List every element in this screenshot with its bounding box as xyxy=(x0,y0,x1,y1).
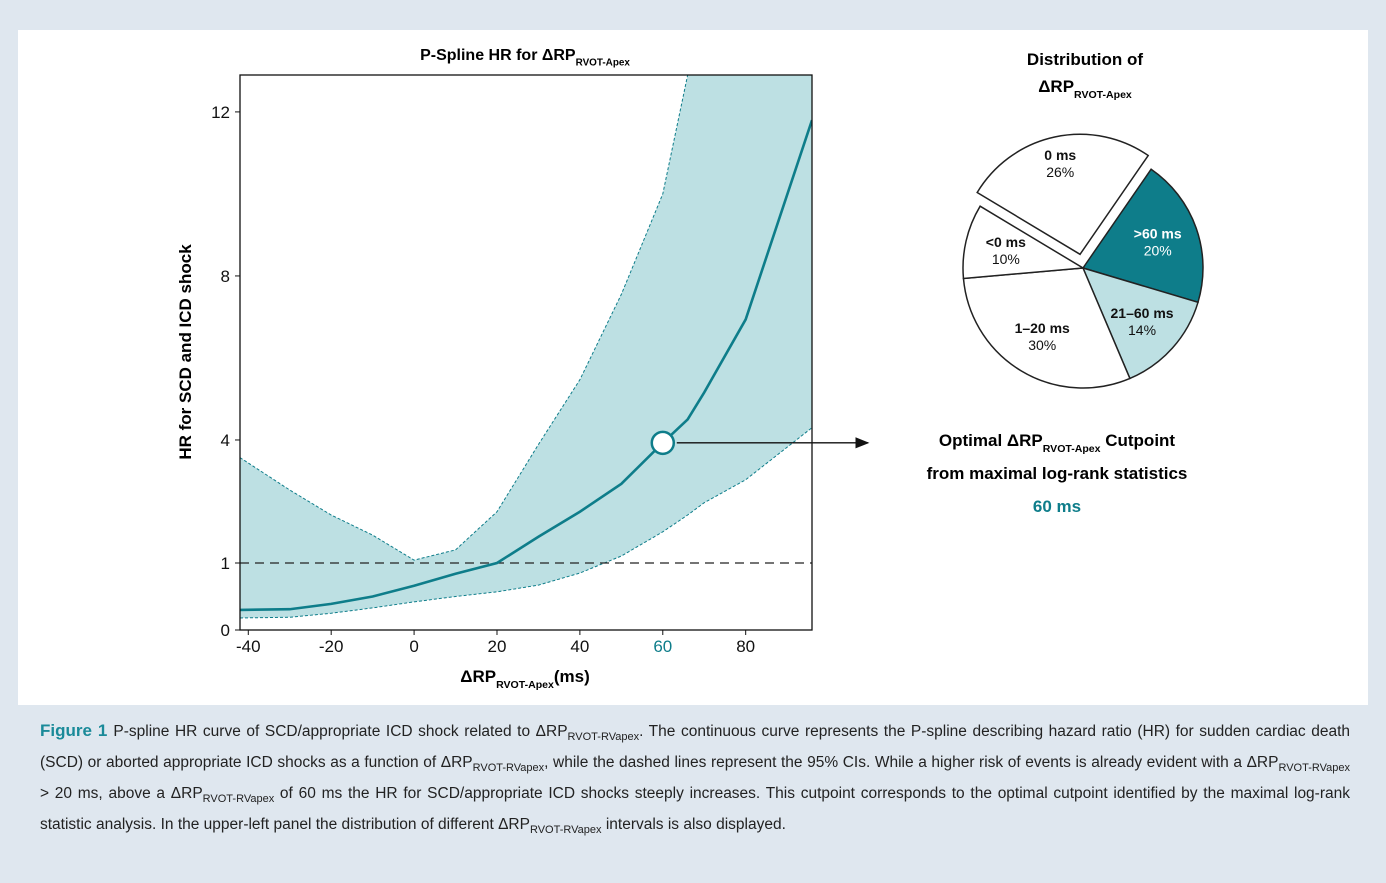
plot-frame xyxy=(239,74,813,631)
plot-layer xyxy=(240,75,812,619)
pie-category: >60 ms xyxy=(1134,226,1182,242)
y-tick-label: 8 xyxy=(221,267,230,286)
ci-upper-line xyxy=(240,75,689,561)
figure-label: Figure 1 xyxy=(40,721,108,740)
x-tick-label: 20 xyxy=(488,637,507,656)
pie-value-label: 14% xyxy=(1128,322,1156,338)
text-part: ΔRP xyxy=(1038,77,1074,96)
text-part: Optimal ΔRP xyxy=(939,431,1043,450)
pie-value-label: 26% xyxy=(1046,164,1074,180)
pie-slice xyxy=(962,205,1086,280)
x-tick-label: -40 xyxy=(236,637,261,656)
pie-value-label: 20% xyxy=(1144,243,1172,259)
y-tick-label: 4 xyxy=(221,431,230,450)
pie-category: 0 ms xyxy=(1044,147,1076,163)
ci-band xyxy=(240,75,812,618)
caption-subscript: RVOT-RVapex xyxy=(529,824,602,837)
subscript: RVOT-Apex xyxy=(1074,89,1132,101)
pie-category: 21–60 ms xyxy=(1111,305,1174,321)
caption-subscript: RVOT-RVapex xyxy=(1278,762,1350,775)
y-axis-label: HR for SCD and ICD shock xyxy=(176,244,195,460)
subscript: RVOT-Apex xyxy=(496,679,554,691)
x-tick-label: 40 xyxy=(570,637,589,656)
text-part: Cutpoint xyxy=(1101,431,1176,450)
annotation-line1: Optimal ΔRPRVOT-Apex Cutpoint xyxy=(939,431,1176,455)
pie-title: Distribution of xyxy=(1027,50,1143,69)
caption-text: > 20 ms, above a ΔRP xyxy=(40,785,203,803)
annotation-value: 60 ms xyxy=(1033,497,1081,516)
figure: -40 -20 0 20 40 60 80 0 1 4 8 12 P-Spline HR for ΔRP… xyxy=(176,47,1204,691)
cutpoint-marker xyxy=(650,430,676,456)
pie-category: <0 ms xyxy=(986,234,1026,250)
caption: Figure 1 P-spline HR curve of SCD/appropr… xyxy=(40,718,1350,843)
pie-value-label: 30% xyxy=(1028,337,1056,353)
annotation-line2: from maximal log-rank statistics xyxy=(927,464,1188,483)
pie-category: 1–20 ms xyxy=(1015,320,1070,336)
x-tick-label: 0 xyxy=(409,637,418,656)
pie-value-label: 10% xyxy=(992,251,1020,267)
chart-title: P-Spline HR for ΔRPRVOT-Apex xyxy=(420,47,630,69)
text-part: (ms) xyxy=(554,667,590,686)
x-axis-label: ΔRPRVOT-Apex(ms) xyxy=(460,667,590,691)
caption-text: P-spline HR curve of SCD/appropriate ICD… xyxy=(113,723,568,740)
y-tick-label: 12 xyxy=(211,103,230,122)
ci-lower-line xyxy=(240,427,812,619)
x-tick-label: 60 xyxy=(653,637,672,656)
pie-slice xyxy=(976,133,1150,256)
caption-subscript: RVOT-RVapex xyxy=(472,762,545,775)
caption-text: , while the dashed lines represent the 9… xyxy=(544,754,1279,772)
hr-curve xyxy=(240,119,812,612)
x-tick-label: -20 xyxy=(319,637,344,656)
subscript: RVOT-Apex xyxy=(1043,443,1101,455)
y-tick-label: 0 xyxy=(221,621,230,640)
pie-slice xyxy=(962,267,1131,389)
caption-subscript: RVOT-RVapex xyxy=(202,793,275,806)
caption-text: of 60 ms the HR for SCD/appropriate ICD … xyxy=(40,785,1350,834)
caption-text: . The continuous curve represents the P-… xyxy=(40,723,1351,772)
text-part: P-Spline HR for ΔRP xyxy=(420,47,576,64)
caption-subscript: RVOT-RVapex xyxy=(567,731,640,744)
x-tick-label: 80 xyxy=(736,637,755,656)
caption-text: intervals is also displayed. xyxy=(601,816,786,834)
y-tick-label: 1 xyxy=(221,554,230,573)
pie-slice xyxy=(1081,168,1204,304)
subscript: RVOT-Apex xyxy=(576,58,631,69)
pie-title-2: ΔRPRVOT-Apex xyxy=(1038,77,1132,101)
text-part: ΔRP xyxy=(460,667,496,686)
pie-slice xyxy=(1081,266,1199,380)
